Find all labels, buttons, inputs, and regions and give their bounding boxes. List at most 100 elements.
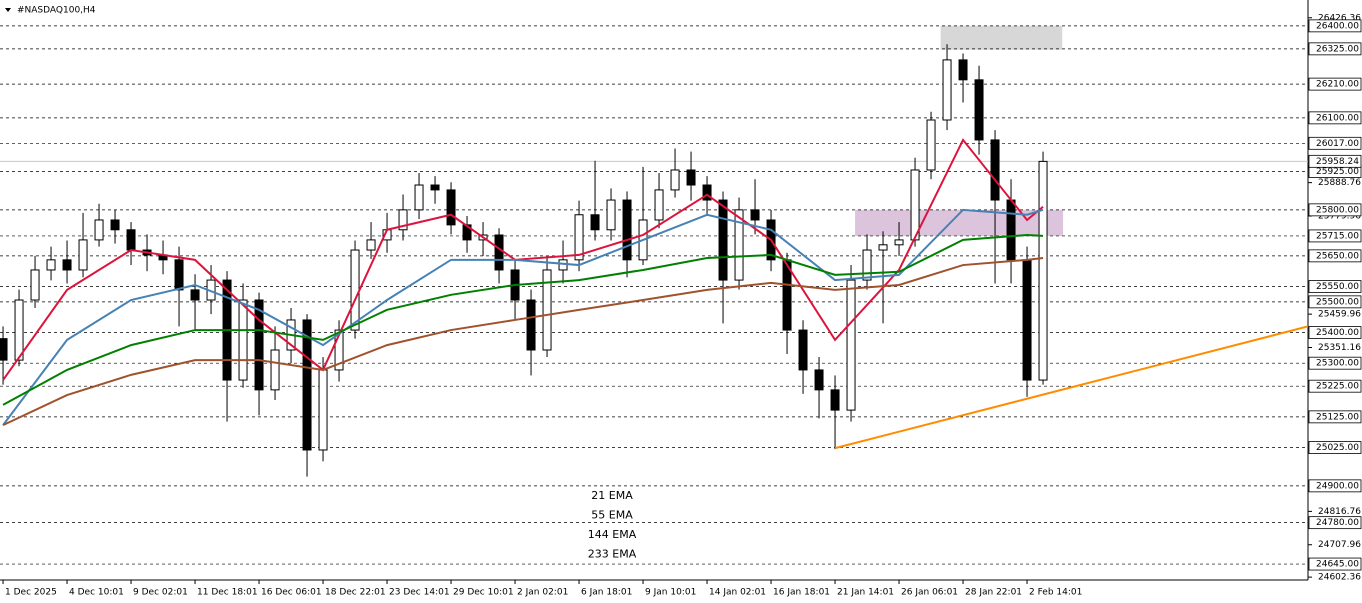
level-label: 26100.00 (1316, 113, 1359, 123)
level-label: 25225.00 (1316, 382, 1359, 392)
candle-body (94, 219, 104, 241)
candle-body (622, 199, 632, 261)
candle-body (590, 214, 600, 231)
level-label-box (1308, 229, 1362, 243)
candle-body (254, 299, 264, 391)
candle-body (878, 244, 888, 251)
candle-body (702, 184, 712, 201)
candle-body (14, 299, 24, 361)
level-label-box (1308, 557, 1362, 571)
candle-body (270, 349, 280, 391)
candle-body (1038, 160, 1048, 381)
candle-body (910, 169, 920, 241)
candle-body (1006, 199, 1016, 261)
level-label: 24900.00 (1316, 481, 1359, 491)
level-label-box (1308, 379, 1362, 393)
level-label-box (1308, 77, 1362, 91)
price-label-box (1308, 154, 1362, 168)
candle-body (0, 338, 8, 361)
candle-body (414, 184, 424, 211)
plot-area (0, 25, 1308, 565)
candle-body (126, 229, 136, 251)
candle-body (334, 329, 344, 371)
x-tick-label: 4 Dec 10:01 (69, 588, 124, 598)
level-label-box (1308, 356, 1362, 370)
candle-body (318, 369, 328, 451)
y-tick-label: 24816.76 (1318, 507, 1361, 517)
level-label-box (1308, 249, 1362, 263)
chart-title: #NASDAQ100,H4 (17, 6, 96, 16)
level-label: 26017.00 (1316, 139, 1359, 149)
level-label: 24780.00 (1316, 518, 1359, 528)
candle-body (62, 259, 72, 271)
candle-body (686, 169, 696, 186)
candle-body (958, 59, 968, 81)
candle-body (606, 199, 616, 231)
x-tick-label: 2 Feb 14:01 (1029, 588, 1082, 598)
x-tick-label: 16 Jan 18:01 (773, 588, 830, 598)
level-label-box (1308, 136, 1362, 150)
level-label: 25125.00 (1316, 412, 1359, 422)
x-tick-label: 14 Jan 02:01 (709, 588, 766, 598)
candle-body (574, 214, 584, 261)
x-tick-label: 29 Dec 10:01 (453, 588, 514, 598)
level-label-box (1308, 42, 1362, 56)
candle-body (366, 239, 376, 251)
candle-body (302, 319, 312, 451)
x-tick-label: 18 Dec 22:01 (325, 588, 386, 598)
ema-line (2, 257, 1044, 427)
menu-icon[interactable] (5, 8, 11, 12)
level-label: 25550.00 (1316, 282, 1359, 292)
candle-body (110, 219, 120, 231)
level-label-box (1308, 516, 1362, 530)
candle-body (814, 369, 824, 391)
y-tick-label: 25459.96 (1318, 310, 1361, 320)
candle-body (734, 209, 744, 281)
candle-body (1022, 259, 1032, 381)
level-label: 25300.00 (1316, 359, 1359, 369)
candle-body (750, 209, 760, 221)
level-label-box (1308, 203, 1362, 217)
zone (940, 25, 1063, 50)
legend-label: 144 EMA (588, 528, 637, 541)
level-label-box (1308, 111, 1362, 125)
candle-body (30, 269, 40, 301)
candle-body (830, 389, 840, 411)
candle-body (990, 139, 1000, 201)
y-tick-label: 26426.36 (1318, 13, 1361, 23)
candle-body (494, 234, 504, 271)
level-label: 25025.00 (1316, 443, 1359, 453)
candle-body (654, 189, 664, 221)
candle-body (718, 199, 728, 281)
x-tick-label: 9 Jan 10:01 (645, 588, 696, 598)
y-tick-label: 25779.96 (1318, 211, 1361, 221)
level-label-box (1308, 441, 1362, 454)
candle-body (238, 299, 248, 381)
x-tick-label: 16 Dec 06:01 (261, 588, 322, 598)
candle-body (446, 189, 456, 226)
legend-label: 21 EMA (591, 489, 633, 502)
x-tick-label: 6 Jan 18:01 (581, 588, 632, 598)
candle-body (798, 329, 808, 371)
x-tick-label: 21 Jan 14:01 (837, 588, 894, 598)
candle-body (894, 239, 904, 246)
y-tick-label: 24602.36 (1318, 573, 1361, 583)
level-label: 25500.00 (1316, 297, 1359, 307)
candle-body (846, 279, 856, 411)
candle-body (926, 119, 936, 171)
level-label: 25715.00 (1316, 231, 1359, 241)
level-label: 25650.00 (1316, 251, 1359, 261)
level-label: 25925.00 (1316, 167, 1359, 177)
legend-label: 233 EMA (588, 548, 637, 561)
level-label: 25400.00 (1316, 328, 1359, 338)
level-label-box (1308, 19, 1362, 33)
level-label: 24645.00 (1316, 560, 1359, 570)
candle-body (174, 259, 184, 291)
candle-body (430, 184, 440, 191)
candle-body (190, 289, 200, 301)
ema-line (2, 208, 1044, 426)
level-label: 25800.00 (1316, 205, 1359, 215)
y-tick-label: 24707.96 (1318, 540, 1361, 550)
